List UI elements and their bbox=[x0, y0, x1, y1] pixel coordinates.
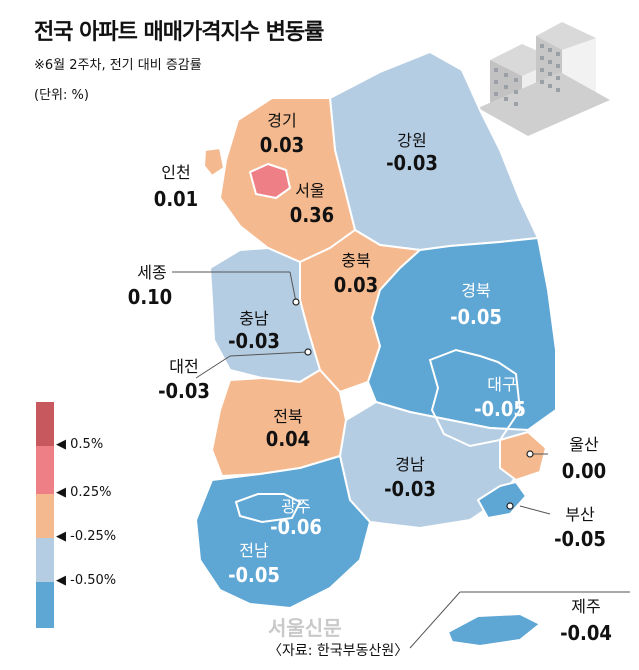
label-jeju-value: -0.04 bbox=[560, 621, 612, 645]
watermark-text: 서울신문 bbox=[268, 616, 342, 640]
label-gyeonggi-name: 경기 bbox=[267, 111, 296, 130]
legend-tick-4: ◀ -0.50% bbox=[56, 573, 117, 588]
label-chungnam-name: 충남 bbox=[239, 309, 269, 328]
apartment-building-icon bbox=[478, 22, 610, 136]
label-daegu-name: 대구 bbox=[487, 375, 516, 394]
label-sejong-value: 0.10 bbox=[128, 285, 172, 309]
region-incheon bbox=[203, 147, 225, 177]
label-daejeon-name: 대전 bbox=[169, 357, 198, 376]
region-daegu-outline bbox=[428, 348, 522, 448]
label-jeonnam-value: -0.05 bbox=[228, 563, 280, 587]
label-daegu-value: -0.05 bbox=[474, 397, 526, 421]
label-chungbuk-value: 0.03 bbox=[334, 273, 378, 297]
label-jeonbuk-name: 전북 bbox=[273, 407, 302, 426]
region-jeonnam bbox=[195, 455, 371, 609]
label-gangwon-name: 강원 bbox=[397, 131, 426, 150]
label-jeonbuk-value: 0.04 bbox=[266, 427, 310, 451]
region-jeju bbox=[447, 613, 541, 647]
label-gyeongnam-value: -0.03 bbox=[384, 477, 436, 501]
legend-swatch-very-high bbox=[36, 402, 54, 446]
label-jeonnam-name: 전남 bbox=[239, 541, 269, 560]
label-incheon-name: 인천 bbox=[161, 163, 190, 182]
label-sejong-name: 세종 bbox=[137, 263, 166, 282]
legend-swatch-flat-down bbox=[36, 538, 54, 582]
region-busan bbox=[477, 481, 527, 519]
legend-swatch-down bbox=[36, 582, 54, 628]
map-title: 전국 아파트 매매가격지수 변동률 bbox=[34, 20, 324, 45]
unit-label: (단위: %) bbox=[34, 88, 89, 103]
label-gangwon-value: -0.03 bbox=[386, 151, 438, 175]
map-subtitle: ※6월 2주차, 전기 대비 증감률 bbox=[34, 58, 202, 73]
label-gyeongbuk-value: -0.05 bbox=[450, 305, 502, 329]
label-gwangju-name: 광주 bbox=[281, 497, 310, 516]
label-ulsan-value: 0.00 bbox=[562, 459, 606, 483]
legend-tick-2: ◀ 0.25% bbox=[56, 485, 112, 500]
label-chungbuk-name: 충북 bbox=[341, 251, 370, 270]
legend-tick-1: ◀ 0.5% bbox=[56, 437, 104, 452]
label-chungnam-value: -0.03 bbox=[228, 329, 280, 353]
legend-swatch-up bbox=[36, 494, 54, 538]
label-gyeongbuk-name: 경북 bbox=[461, 281, 490, 300]
legend-swatch-high bbox=[36, 446, 54, 494]
label-seoul-value: 0.36 bbox=[290, 203, 334, 227]
label-incheon-value: 0.01 bbox=[154, 187, 198, 211]
label-gyeonggi-value: 0.03 bbox=[260, 133, 304, 157]
label-jeju-name: 제주 bbox=[571, 597, 600, 616]
label-ulsan-name: 울산 bbox=[569, 435, 599, 454]
label-gwangju-value: -0.06 bbox=[270, 515, 322, 539]
region-gwangju-outline bbox=[234, 493, 302, 524]
label-seoul-name: 서울 bbox=[295, 181, 324, 200]
label-gyeongnam-name: 경남 bbox=[395, 455, 425, 474]
label-busan-name: 부산 bbox=[565, 505, 595, 524]
source-label: 〈자료: 한국부동산원〉 bbox=[268, 643, 409, 659]
region-seoul bbox=[249, 163, 291, 199]
label-busan-value: -0.05 bbox=[554, 527, 606, 551]
region-ulsan bbox=[499, 431, 547, 481]
label-daejeon-value: -0.03 bbox=[158, 379, 210, 403]
legend-tick-3: ◀ -0.25% bbox=[56, 529, 117, 544]
